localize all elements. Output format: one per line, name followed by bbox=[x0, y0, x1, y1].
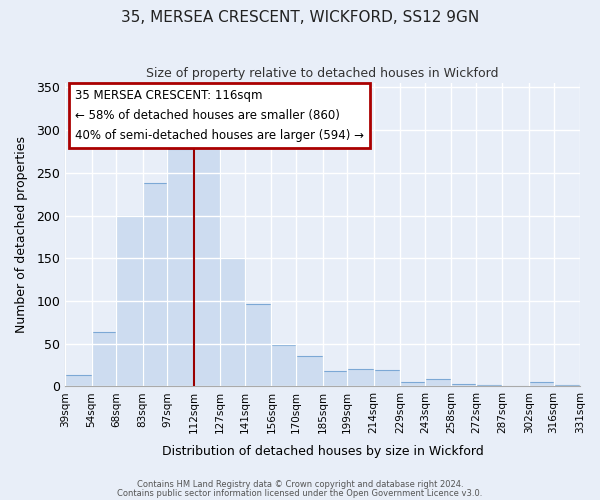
Bar bbox=[143, 183, 167, 386]
X-axis label: Distribution of detached houses by size in Wickford: Distribution of detached houses by size … bbox=[161, 444, 484, 458]
Bar bbox=[323, 371, 347, 386]
Bar bbox=[554, 384, 580, 386]
Bar bbox=[400, 382, 425, 386]
Bar bbox=[65, 376, 92, 386]
Text: 35 MERSEA CRESCENT: 116sqm
← 58% of detached houses are smaller (860)
40% of sem: 35 MERSEA CRESCENT: 116sqm ← 58% of deta… bbox=[76, 89, 364, 142]
Bar bbox=[374, 370, 400, 386]
Text: Contains HM Land Registry data © Crown copyright and database right 2024.: Contains HM Land Registry data © Crown c… bbox=[137, 480, 463, 489]
Y-axis label: Number of detached properties: Number of detached properties bbox=[15, 136, 28, 333]
Bar bbox=[194, 138, 220, 386]
Bar bbox=[167, 149, 194, 386]
Bar bbox=[476, 384, 502, 386]
Bar bbox=[296, 356, 323, 386]
Bar bbox=[347, 370, 374, 386]
Bar bbox=[245, 304, 271, 386]
Bar bbox=[529, 382, 554, 386]
Bar bbox=[451, 384, 476, 386]
Title: Size of property relative to detached houses in Wickford: Size of property relative to detached ho… bbox=[146, 68, 499, 80]
Bar bbox=[116, 216, 143, 386]
Bar bbox=[92, 332, 116, 386]
Text: 35, MERSEA CRESCENT, WICKFORD, SS12 9GN: 35, MERSEA CRESCENT, WICKFORD, SS12 9GN bbox=[121, 10, 479, 25]
Bar bbox=[220, 258, 245, 386]
Text: Contains public sector information licensed under the Open Government Licence v3: Contains public sector information licen… bbox=[118, 489, 482, 498]
Bar bbox=[425, 378, 451, 386]
Bar bbox=[271, 346, 296, 387]
